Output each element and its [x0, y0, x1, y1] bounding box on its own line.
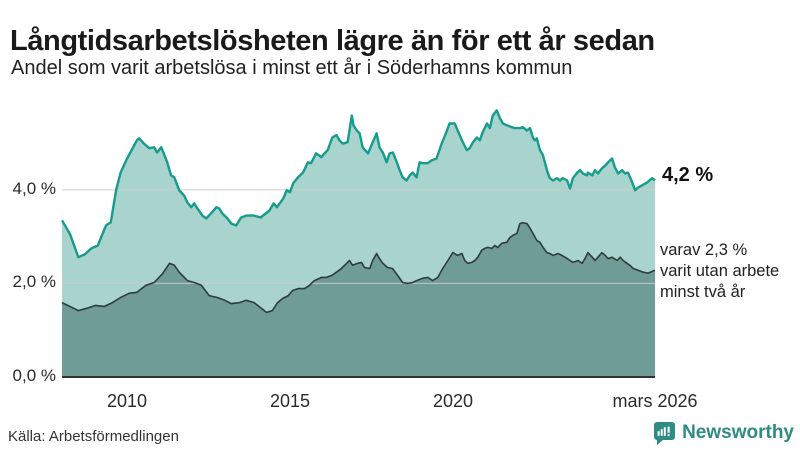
y-axis-tick-0: 0,0 % [12, 366, 56, 385]
x-axis-tick-2015: 2015 [269, 391, 311, 411]
newsworthy-logo: Newsworthy [653, 421, 794, 445]
newsworthy-logo-icon [654, 422, 676, 445]
secondary-label-line2: varit utan arbete [660, 262, 780, 280]
secondary-label-line1: varav 2,3 % [660, 241, 748, 259]
y-axis-tick-2: 2,0 % [12, 272, 56, 291]
x-axis-tick-2020: 2020 [432, 391, 474, 411]
newsworthy-logo-text: Newsworthy [682, 422, 794, 443]
page-title: Långtidsarbetslösheten lägre än för ett … [10, 25, 655, 58]
chart-subtitle: Andel som varit arbetslösa i minst ett å… [11, 57, 573, 79]
y-axis-tick-4: 4,0 % [12, 179, 56, 198]
x-axis-tick-latest: mars 2026 [612, 391, 698, 411]
latest-value-label: 4,2 % [662, 164, 714, 186]
secondary-series-label: varav 2,3 % varit utan arbete minst två … [660, 240, 779, 303]
x-axis-tick-2010: 2010 [106, 391, 148, 411]
secondary-label-line3: minst två år [660, 283, 746, 301]
source-credit: Källa: Arbetsförmedlingen [8, 428, 179, 445]
